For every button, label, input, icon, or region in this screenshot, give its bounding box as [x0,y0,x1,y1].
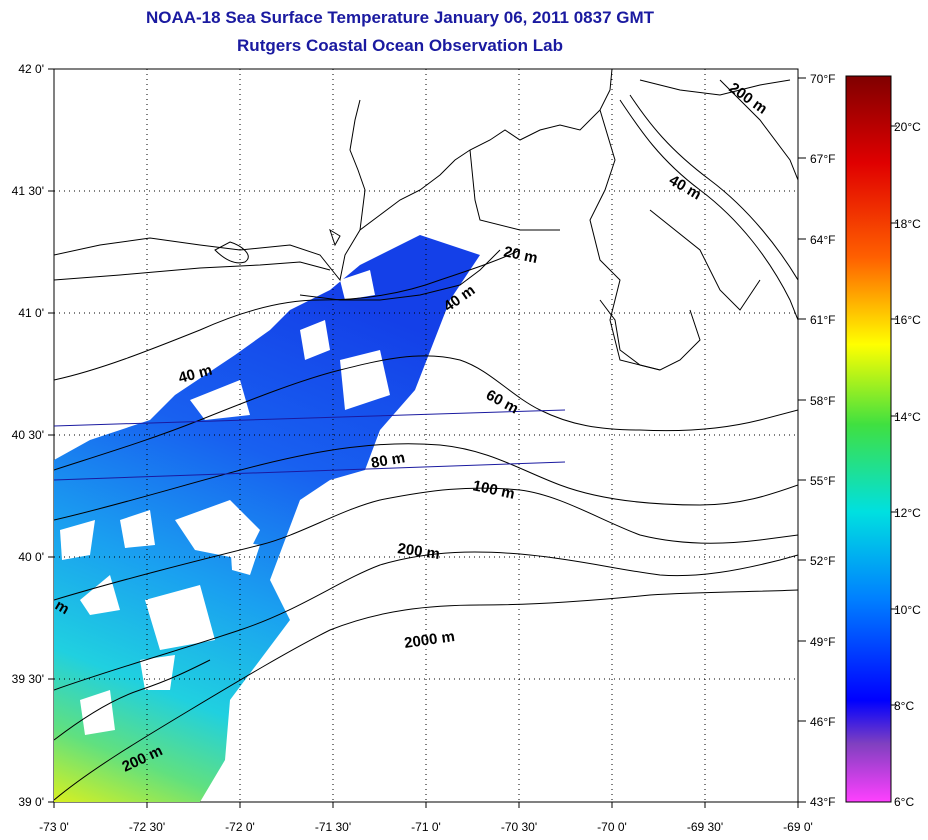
lat-label: 40 30' [12,428,44,442]
lat-label: 41 30' [12,184,44,198]
fahrenheit-label: 55°F [810,474,835,488]
fahrenheit-label: 58°F [810,394,835,408]
lon-label: -70 30' [501,820,537,834]
contour-label-200m: 200 m [396,540,440,563]
celsius-label: 12°C [894,506,921,520]
colorbar-gradient [845,75,892,803]
fahrenheit-label: 43°F [810,795,835,809]
colorbar: 70°F 67°F 64°F 61°F 58°F 55°F 52°F 49°F … [798,72,921,809]
fahrenheit-label: 64°F [810,233,835,247]
lon-label: -69 0' [783,820,813,834]
longitude-labels: -73 0' -72 30' -72 0' -71 30' -71 0' -70… [39,820,813,834]
lon-label: -71 0' [411,820,441,834]
contour-label-20m: 20 m [502,243,539,267]
celsius-label: 6°C [894,795,914,809]
lat-label: 39 0' [18,795,44,809]
tick-marks [48,68,799,808]
celsius-label: 14°C [894,410,921,424]
lon-label: -72 30' [129,820,165,834]
fahrenheit-label: 52°F [810,554,835,568]
lat-label: 42 0' [18,62,44,76]
lat-label: 40 0' [18,550,44,564]
coastline [54,69,798,371]
celsius-label: 10°C [894,603,921,617]
bathymetry-contours [54,94,798,801]
lat-label: 39 30' [12,672,44,686]
fahrenheit-label: 46°F [810,715,835,729]
sst-swath [54,235,480,802]
contour-label-2000m: 2000 m [403,628,456,652]
lon-label: -71 30' [315,820,351,834]
fahrenheit-label: 61°F [810,313,835,327]
swath-lines [54,409,566,481]
latitude-labels: 42 0' 41 30' 41 0' 40 30' 40 0' 39 30' 3… [12,62,44,809]
celsius-label: 8°C [894,699,914,713]
lon-label: -73 0' [39,820,69,834]
fahrenheit-label: 49°F [810,635,835,649]
lat-label: 41 0' [18,306,44,320]
contour-label-80m: 80 m [370,449,407,472]
fahrenheit-label: 70°F [810,72,835,86]
lon-label: -72 0' [225,820,255,834]
celsius-label: 18°C [894,217,921,231]
lon-label: -70 0' [597,820,627,834]
celsius-label: 20°C [894,120,921,134]
fahrenheit-label: 67°F [810,152,835,166]
celsius-label: 16°C [894,313,921,327]
map-title: NOAA-18 Sea Surface Temperature January … [145,8,655,27]
lon-label: -69 30' [687,820,723,834]
map-subtitle: Rutgers Coastal Ocean Observation Lab [237,36,563,55]
